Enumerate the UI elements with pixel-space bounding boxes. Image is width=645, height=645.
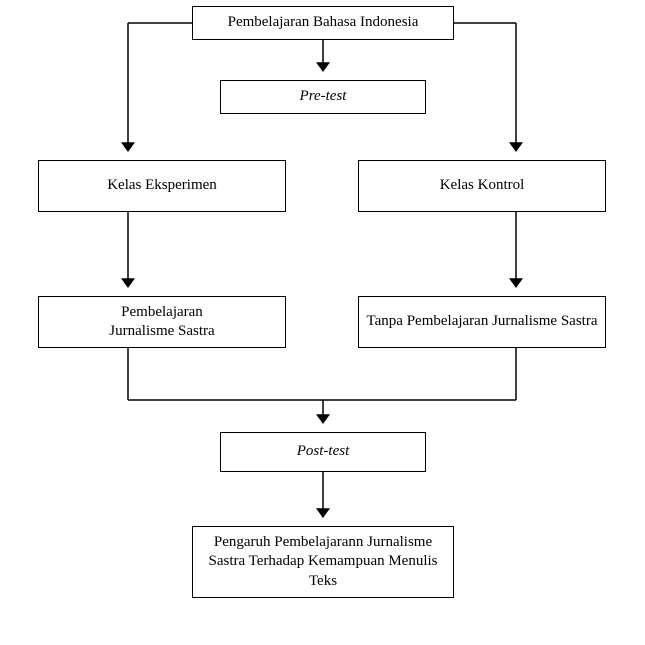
node-exp-class: Kelas Eksperimen — [38, 160, 286, 212]
node-posttest: Post-test — [220, 432, 426, 472]
node-exp-treatment: PembelajaranJurnalisme Sastra — [38, 296, 286, 348]
node-result: Pengaruh Pembelajarann Jurnalisme Sastra… — [192, 526, 454, 598]
node-pretest: Pre-test — [220, 80, 426, 114]
flowchart-canvas: Pembelajaran Bahasa Indonesia Pre-test K… — [0, 0, 645, 645]
node-ctrl-class: Kelas Kontrol — [358, 160, 606, 212]
node-top: Pembelajaran Bahasa Indonesia — [192, 6, 454, 40]
node-ctrl-treatment: Tanpa Pembelajaran Jurnalisme Sastra — [358, 296, 606, 348]
